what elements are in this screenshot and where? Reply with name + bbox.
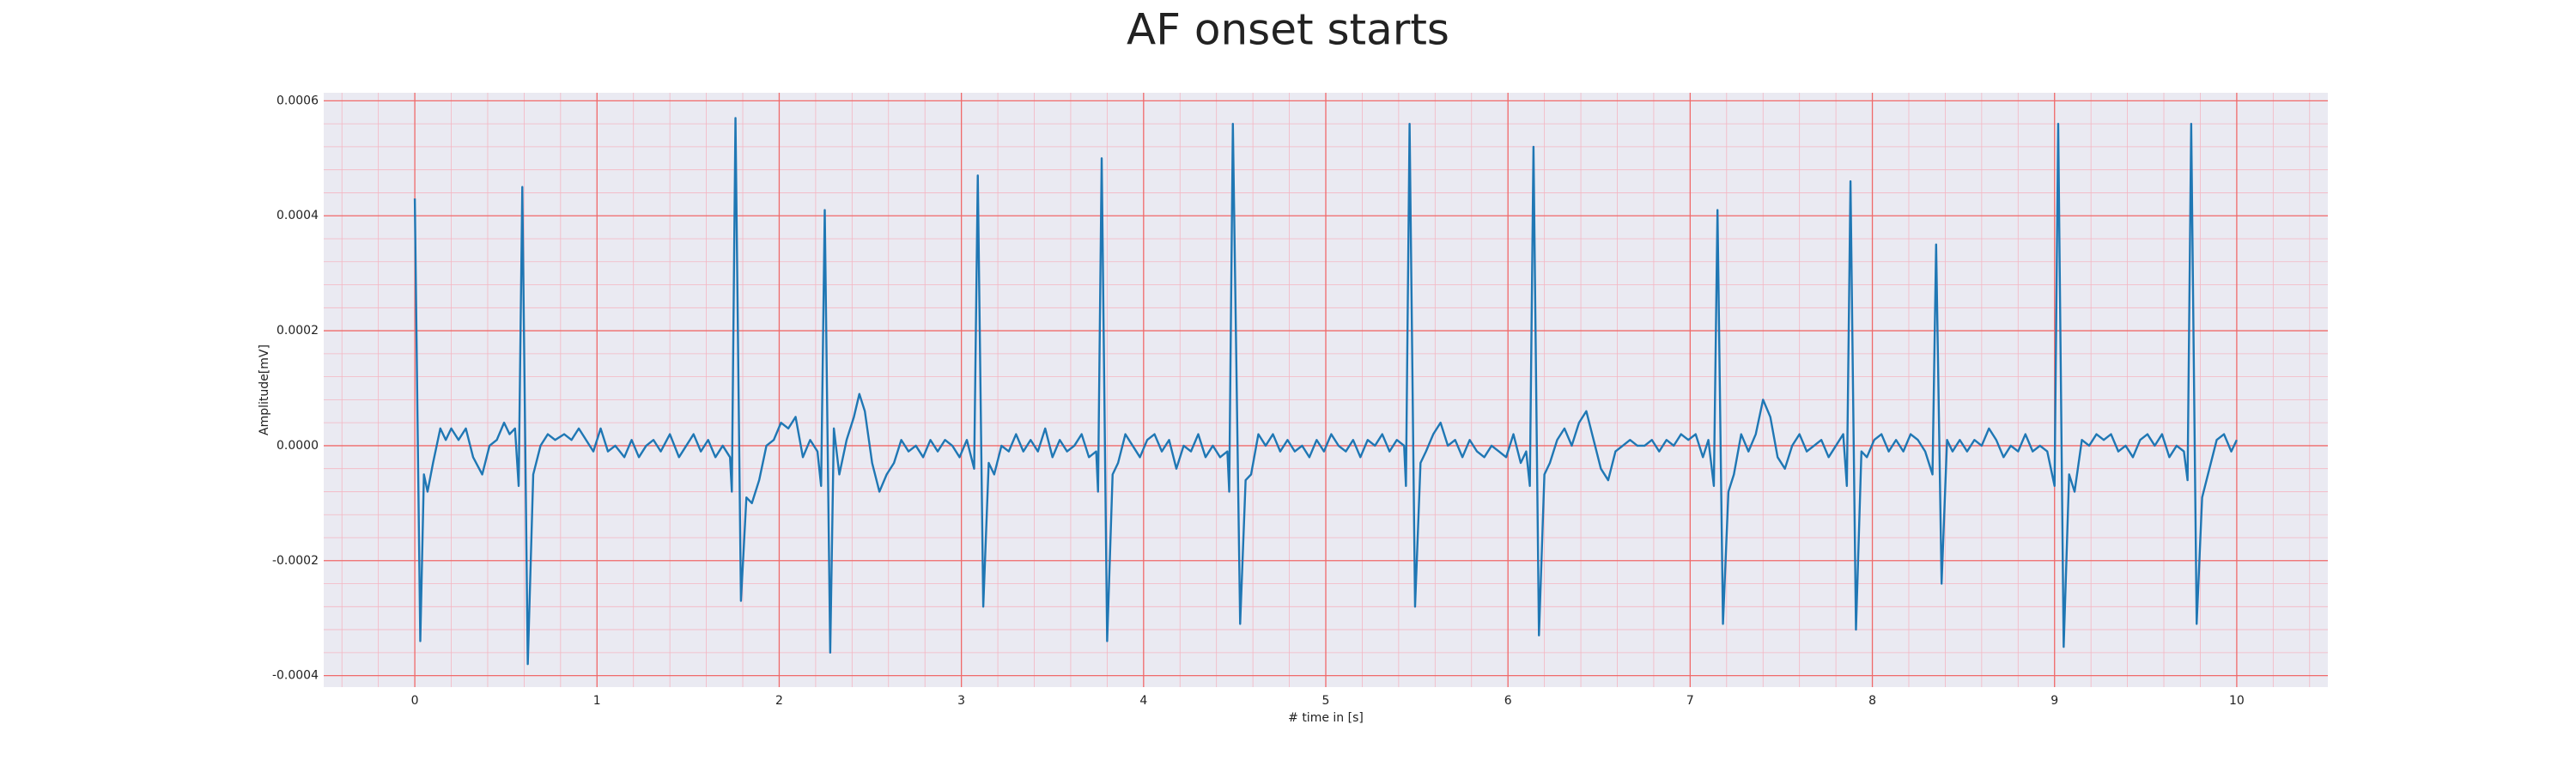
y-tick-label: 0.0002	[276, 324, 319, 338]
chart-title: AF onset starts	[1127, 5, 1449, 55]
x-tick-label: 4	[1139, 694, 1147, 708]
x-tick-label: 2	[775, 694, 783, 708]
x-tick-label: 1	[593, 694, 601, 708]
x-axis-label: # time in [s]	[1288, 711, 1364, 725]
y-tick-label: -0.0004	[272, 669, 319, 683]
x-tick-label: 8	[1868, 694, 1876, 708]
y-tick-label: 0.0000	[276, 439, 319, 453]
y-tick-label: -0.0002	[272, 554, 319, 568]
x-tick-label: 3	[957, 694, 965, 708]
x-tick-label: 7	[1686, 694, 1694, 708]
x-tick-label: 9	[2050, 694, 2058, 708]
ecg-line	[413, 117, 2238, 666]
y-axis-label: Amplitude[mV]	[258, 344, 271, 435]
x-tick-label: 5	[1322, 694, 1330, 708]
y-tick-label: 0.0006	[276, 94, 319, 107]
y-tick-label: 0.0004	[276, 209, 319, 222]
x-tick-label: 0	[411, 694, 419, 708]
x-tick-label: 10	[2229, 694, 2245, 708]
x-tick-label: 6	[1504, 694, 1512, 708]
